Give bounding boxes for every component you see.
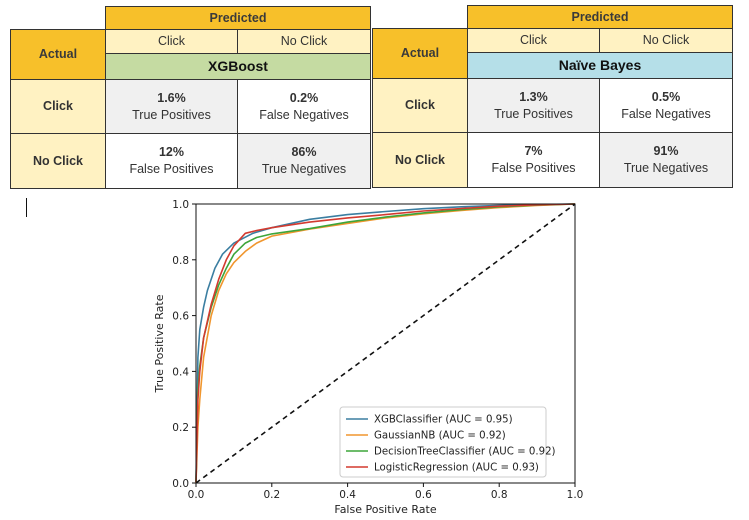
x-tick-label: 0.2 [263,489,280,501]
cell-true-positives: 1.6% True Positives [105,79,238,134]
cell-label: False Positives [129,162,214,176]
cell-value: 7% [524,144,543,158]
cell-false-positives: 7% False Positives [467,132,600,188]
cell-value: 1.3% [519,89,548,104]
model-name: Naïve Bayes [467,52,733,79]
chart-legend: XGBClassifier (AUC = 0.95) GaussianNB (AU… [339,406,556,478]
roc-curves [195,203,576,484]
roc-curve-0 [195,203,576,484]
col-header-no-click: No Click [599,28,733,53]
predicted-header: Predicted [467,5,733,29]
cell-false-positives: 12% False Positives [105,133,238,189]
confusion-matrix-naive-bayes: Predicted Actual Click No Click Naïve Ba… [372,5,733,188]
cell-value: 86% [291,145,317,159]
y-tick-label: 0.8 [172,255,189,267]
y-tick-label: 0.6 [172,311,189,323]
x-tick-label: 0.0 [188,489,205,501]
plot-frame [195,203,576,484]
text-cursor [26,198,27,217]
cell-true-negatives: 91% True Negatives [599,132,733,188]
cell-false-negatives: 0.5% False Negatives [599,78,733,133]
corner-blank [10,6,106,30]
cell-label: True Positives [494,106,573,121]
confusion-matrix-xgboost: Predicted Actual Click No Click XGBoost … [10,6,371,189]
row-header-no-click: No Click [372,132,468,188]
legend-entry: GaussianNB (AUC = 0.92) [374,431,506,442]
cell-true-negatives: 86% True Negatives [237,133,371,189]
cell-value: 1.6% [157,90,186,105]
x-tick-label: 0.4 [339,489,356,501]
predicted-header: Predicted [105,6,371,30]
actual-header: Actual [10,29,106,80]
x-tick-label: 0.6 [415,489,432,501]
y-tick-label: 0.4 [172,366,189,378]
x-tick-label: 1.0 [567,489,584,501]
legend-entry: LogisticRegression (AUC = 0.93) [374,463,539,474]
y-tick-label: 0.0 [172,478,189,490]
row-header-click: Click [372,78,468,133]
roc-curve-3 [195,203,576,484]
y-axis-label: True Positive Rate [153,294,166,393]
cell-label: True Negatives [623,161,709,175]
x-tick-label: 0.8 [491,489,508,501]
cell-value: 0.5% [651,89,681,104]
x-axis-label: False Positive Rate [334,503,436,516]
row-header-click: Click [10,79,106,134]
cell-false-negatives: 0.2% False Negatives [237,79,371,134]
cell-label: True Negatives [261,162,347,176]
cell-value: 91% [653,144,679,158]
col-header-no-click: No Click [237,29,371,54]
cell-label: False Positives [491,161,576,175]
corner-blank [372,5,468,29]
cell-value: 0.2% [289,90,319,105]
axis-ticks: 0.0 0.2 0.4 0.6 0.8 1.0 0.0 0.2 0.4 0.6 0.8 1.0 [172,199,583,501]
legend-entry: XGBClassifier (AUC = 0.95) [374,415,513,426]
model-name: XGBoost [105,53,371,80]
legend-box [339,406,547,478]
cell-label: True Positives [132,107,211,122]
chance-diagonal-line [195,203,576,484]
cell-true-positives: 1.3% True Positives [467,78,600,133]
col-header-click: Click [467,28,600,53]
row-header-no-click: No Click [10,133,106,189]
cell-value: 12% [158,145,185,159]
cell-label: False Negatives [621,106,711,121]
legend-entry: DecisionTreeClassifier (AUC = 0.92) [374,447,556,458]
y-tick-label: 0.2 [172,422,189,434]
y-tick-label: 1.0 [172,199,189,211]
col-header-click: Click [105,29,238,54]
cell-label: False Negatives [259,107,349,122]
